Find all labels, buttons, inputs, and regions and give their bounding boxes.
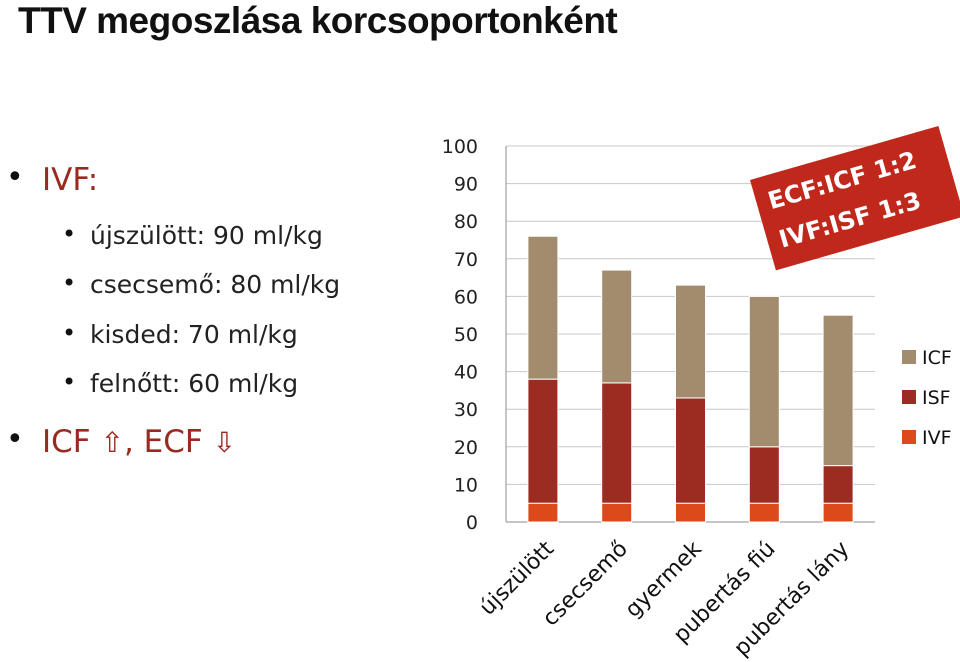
bullet-dot: • <box>62 319 77 347</box>
ecf-label: , ECF <box>123 424 203 460</box>
bullet-dot: • <box>6 160 24 195</box>
y-tick-label: 50 <box>454 324 478 346</box>
bar-segment-isf <box>601 382 633 504</box>
legend-swatch-icf <box>902 350 916 364</box>
sub-bullet-text: felnőtt: 60 ml/kg <box>90 369 299 398</box>
y-tick-label: 80 <box>454 211 478 233</box>
slide-title: TTV megoszlása korcsoportonként <box>18 0 618 41</box>
bullet-dot: • <box>62 220 77 248</box>
bullet-dot: • <box>6 422 24 457</box>
bullet-ivf: • IVF: <box>6 160 99 198</box>
bullet-dot: • <box>62 368 77 396</box>
sub-bullet-text: csecsemő: 80 ml/kg <box>90 270 341 299</box>
icf-label: ICF <box>42 424 91 460</box>
sub-bullet-text: kisded: 70 ml/kg <box>90 320 298 349</box>
sub-bullet-1: • újszülött: 90 ml/kg <box>62 220 323 250</box>
legend-label: ICF <box>922 347 952 369</box>
bar-segment-icf <box>601 269 633 384</box>
sub-bullet-2: • csecsemő: 80 ml/kg <box>62 269 341 299</box>
y-tick-label: 90 <box>454 174 478 196</box>
sub-bullet-4: • felnőtt: 60 ml/kg <box>62 368 299 398</box>
bullet-dot: • <box>62 269 77 297</box>
y-tick-label: 70 <box>454 249 478 271</box>
bar-segment-ivf <box>527 502 559 523</box>
bar-segment-isf <box>822 465 854 504</box>
y-tick-label: 40 <box>454 362 478 384</box>
bullet-icf-ecf: • ICF ⇧, ECF ⇩ <box>6 422 237 460</box>
y-tick-label: 60 <box>454 286 478 308</box>
legend-label: ISF <box>922 387 951 409</box>
sub-bullet-text: újszülött: 90 ml/kg <box>90 221 323 250</box>
y-tick-label: 0 <box>466 512 478 534</box>
up-arrow-icon: ⇧ <box>100 426 124 459</box>
sub-bullet-3: • kisded: 70 ml/kg <box>62 319 298 349</box>
bar-segment-icf <box>527 235 559 380</box>
bar-segment-ivf <box>748 502 780 523</box>
bar-segment-ivf <box>822 502 854 523</box>
y-tick-label: 30 <box>454 399 478 421</box>
ivf-label: IVF: <box>42 162 99 198</box>
bar-segment-isf <box>675 397 706 504</box>
legend-label: IVF <box>922 427 952 449</box>
legend-swatch-ivf <box>902 430 916 444</box>
bar-segment-ivf <box>601 502 633 523</box>
down-arrow-icon: ⇩ <box>212 426 237 459</box>
y-tick-label: 10 <box>454 474 478 496</box>
bar-segment-ivf <box>675 502 706 523</box>
bar-segment-isf <box>748 446 780 504</box>
y-tick-label: 20 <box>454 437 478 459</box>
bar-segment-icf <box>822 314 854 467</box>
legend-swatch-isf <box>902 390 916 404</box>
bar-segment-icf <box>748 295 780 448</box>
bar-segment-isf <box>527 378 559 504</box>
bar-segment-icf <box>675 284 706 399</box>
y-tick-label: 100 <box>442 136 478 158</box>
